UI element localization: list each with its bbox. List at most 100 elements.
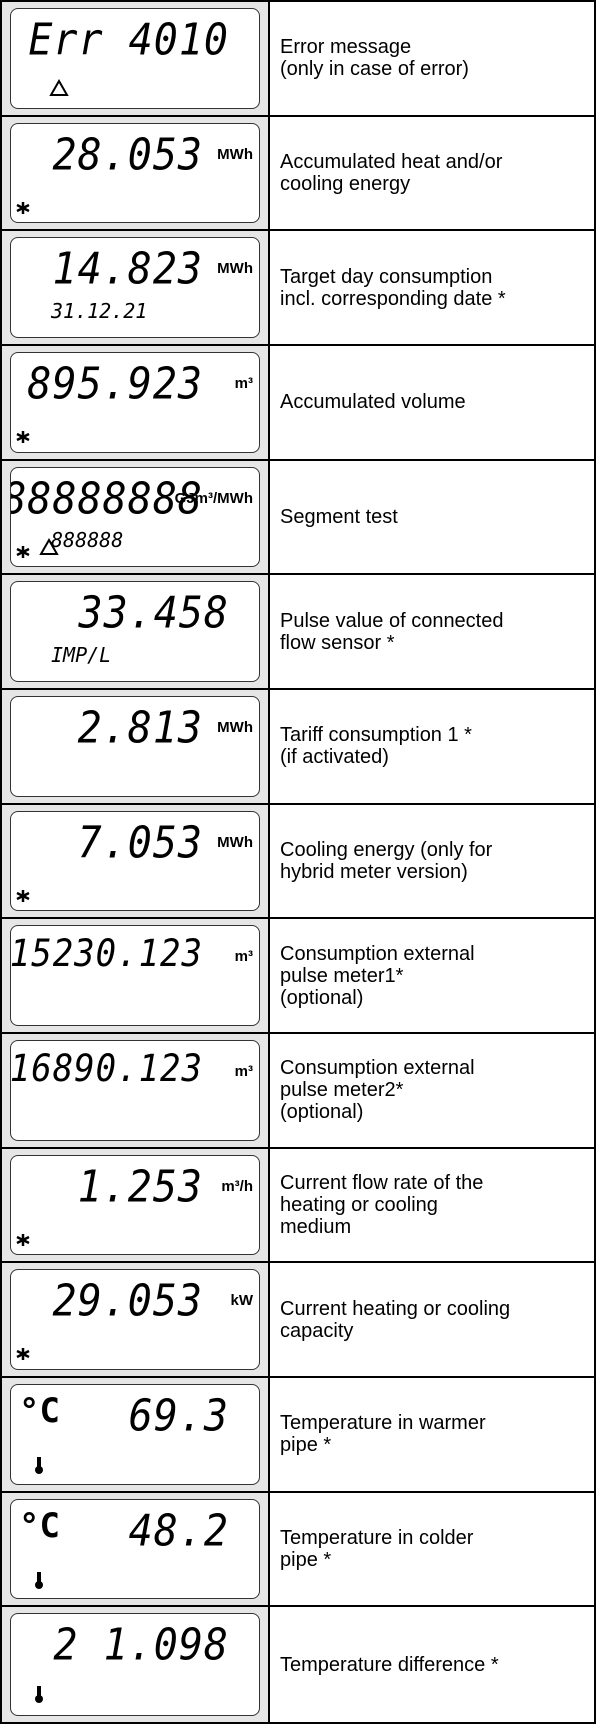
description-line: Tariff consumption 1 * — [280, 724, 594, 746]
description: Tariff consumption 1 *(if activated) — [270, 690, 594, 805]
description: Segment test — [270, 461, 594, 576]
icon-warn — [51, 81, 67, 95]
lcd-icons — [11, 1385, 260, 1485]
icon-star — [17, 202, 29, 214]
description-line: pulse meter1* — [280, 965, 594, 987]
description-line: incl. corresponding date * — [280, 288, 594, 310]
description-line: Temperature difference * — [280, 1654, 594, 1676]
lcd-icons — [11, 1156, 260, 1256]
description-line: (if activated) — [280, 746, 594, 768]
icon-star — [17, 1234, 29, 1246]
description-line: (only in case of error) — [280, 58, 594, 80]
lcd-icons — [11, 926, 260, 1026]
lcd-icons — [11, 1270, 260, 1370]
icon-star — [17, 890, 29, 902]
lcd-icons — [11, 238, 260, 338]
description-line: cooling energy — [280, 173, 594, 195]
lcd-icons — [11, 812, 260, 912]
description-line: (optional) — [280, 987, 594, 1009]
lcd-icons — [11, 697, 260, 797]
icon-star — [17, 1348, 29, 1360]
description-line: Target day consumption — [280, 266, 594, 288]
description: Temperature difference * — [270, 1607, 594, 1722]
page: {"table": {"rows": [ {"display": {"main"… — [0, 0, 596, 1724]
icon-warn — [41, 540, 57, 554]
description-line: capacity — [280, 1320, 594, 1342]
description-line: Error message — [280, 36, 594, 58]
description: Consumption externalpulse meter1*(option… — [270, 919, 594, 1034]
lcd-display: Err 4010 — [10, 8, 260, 109]
description-line: pipe * — [280, 1549, 594, 1571]
icon-therm — [35, 1686, 43, 1703]
icon-therm — [35, 1457, 43, 1474]
description-line: Segment test — [280, 506, 594, 528]
description-line: Consumption external — [280, 1057, 594, 1079]
lcd-icons — [11, 353, 260, 453]
lcd-icons — [11, 1500, 260, 1600]
description-line: Consumption external — [280, 943, 594, 965]
description-line: heating or cooling — [280, 1194, 594, 1216]
description-line: Temperature in warmer — [280, 1412, 594, 1434]
description-line: Temperature in colder — [280, 1527, 594, 1549]
description: Error message(only in case of error) — [270, 2, 594, 117]
description-line: Accumulated volume — [280, 391, 594, 413]
description-line: Accumulated heat and/or — [280, 151, 594, 173]
lcd-icons — [11, 124, 260, 224]
lcd-icons — [11, 582, 260, 682]
icon-therm — [35, 1572, 43, 1589]
description-line: medium — [280, 1216, 594, 1238]
description-line: pipe * — [280, 1434, 594, 1456]
icon-star — [17, 546, 29, 558]
icon-star — [17, 431, 29, 443]
table: Err 4010Error message(only in case of er… — [0, 0, 596, 1724]
lcd-display: 2.813MWh — [10, 696, 260, 797]
lcd-icons — [11, 9, 260, 109]
description-line: (optional) — [280, 1101, 594, 1123]
lcd-display: 2 1.098 — [10, 1613, 260, 1716]
lcd-icons — [11, 1041, 260, 1141]
description-line: hybrid meter version) — [280, 861, 594, 883]
display-cell: 16890.123m³ — [2, 1034, 270, 1149]
display-cell: Err 4010 — [2, 2, 270, 117]
description-line: Cooling energy (only for — [280, 839, 594, 861]
display-cell: 2 1.098 — [2, 1607, 270, 1722]
lcd-icons — [11, 1614, 260, 1714]
lcd-icons — [11, 468, 260, 568]
description-line: Current flow rate of the — [280, 1172, 594, 1194]
description-line: flow sensor * — [280, 632, 594, 654]
description-line: pulse meter2* — [280, 1079, 594, 1101]
display-cell: °C69.3 — [2, 1378, 270, 1493]
description-line: Pulse value of connected — [280, 610, 594, 632]
display-cell: 15230.123m³ — [2, 919, 270, 1034]
description-line: Current heating or cooling — [280, 1298, 594, 1320]
